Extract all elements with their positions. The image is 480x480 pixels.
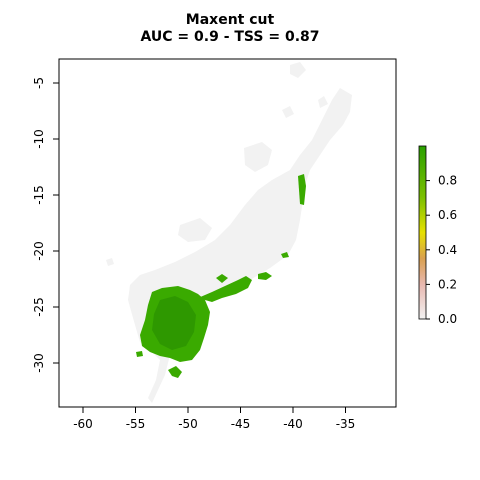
x-tick-label: -55 — [126, 417, 146, 431]
legend-colorbar: 0.0 0.2 0.4 0.6 0.8 — [418, 145, 457, 326]
y-tick-label: -10 — [32, 129, 46, 149]
y-tick-label: -20 — [32, 241, 46, 261]
plot-title-line-2: AUC = 0.9 - TSS = 0.87 — [140, 29, 320, 45]
y-tick-label: -25 — [32, 297, 46, 317]
y-tick-label: -15 — [32, 185, 46, 205]
low-suitability-area — [106, 62, 352, 403]
x-tick-label: -45 — [231, 417, 251, 431]
legend-tick-label: 0.4 — [438, 243, 457, 257]
x-axis: -60 -55 -50 -45 -40 -35 — [73, 406, 356, 431]
legend-tick-label: 0.2 — [438, 277, 457, 291]
legend-tick-label: 0.6 — [438, 208, 457, 222]
legend-ticks: 0.0 0.2 0.4 0.6 0.8 — [426, 174, 457, 326]
legend-tick-label: 0.8 — [438, 174, 457, 188]
high-suitability-core — [152, 296, 196, 350]
x-tick-label: -40 — [283, 417, 303, 431]
plot-title-line-1: Maxent cut — [185, 12, 275, 28]
legend-tick-label: 0.0 — [438, 312, 457, 326]
y-tick-label: -5 — [32, 77, 46, 89]
x-tick-label: -35 — [336, 417, 356, 431]
x-tick-label: -50 — [178, 417, 198, 431]
x-tick-label: -60 — [73, 417, 93, 431]
raster-layer — [106, 62, 352, 403]
legend-gradient-bar — [418, 145, 427, 320]
y-tick-label: -30 — [32, 353, 46, 373]
y-axis: -5 -10 -15 -20 -25 -30 — [32, 77, 60, 373]
